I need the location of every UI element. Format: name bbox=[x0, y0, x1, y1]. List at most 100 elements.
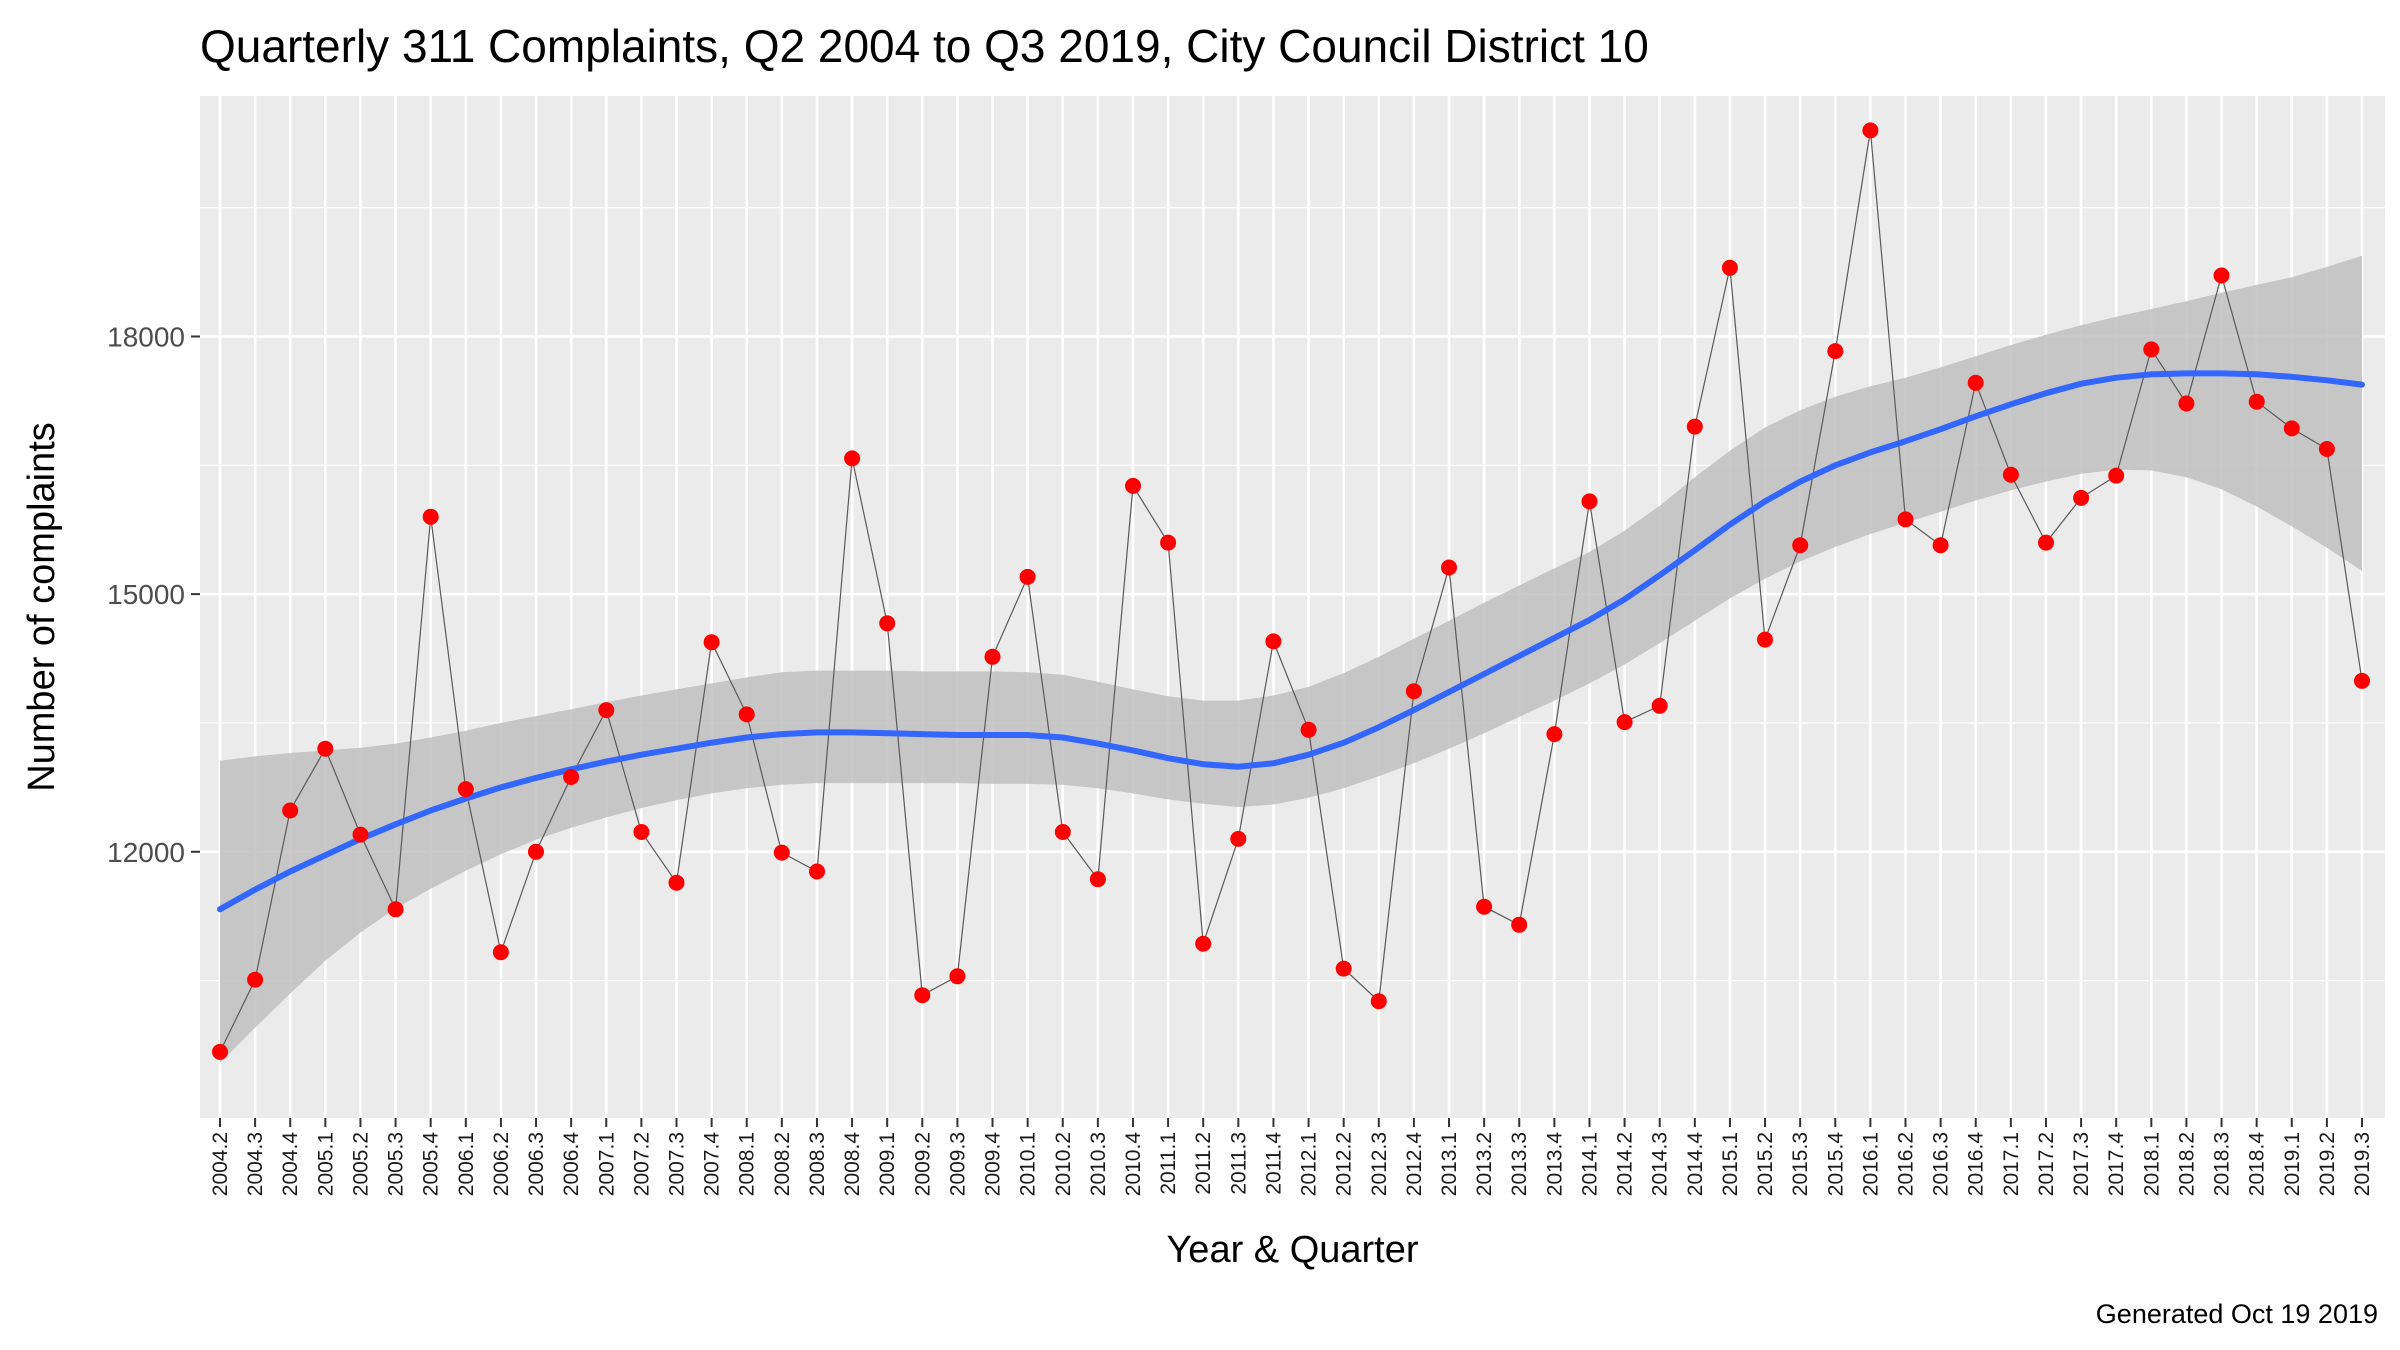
y-axis: 12000 15000 18000 bbox=[107, 321, 200, 868]
data-point bbox=[2143, 341, 2160, 358]
x-axis: 2004.2 2004.3 2004.4 2005.1 2005.2 2005.3 2005… bbox=[209, 1118, 2374, 1196]
data-point bbox=[1862, 122, 1879, 139]
data-point bbox=[1019, 568, 1036, 585]
data-point bbox=[1370, 993, 1387, 1010]
data-point bbox=[247, 971, 264, 988]
data-point bbox=[809, 863, 825, 880]
x-tick-label: 2010.1 bbox=[1017, 1132, 1040, 1196]
data-point bbox=[1511, 916, 1528, 933]
data-point bbox=[282, 802, 299, 819]
data-point bbox=[1581, 493, 1598, 510]
data-point bbox=[1195, 935, 1212, 952]
x-tick-label: 2007.4 bbox=[701, 1132, 724, 1197]
data-point bbox=[2318, 441, 2335, 457]
y-tick-label: 12000 bbox=[107, 837, 185, 868]
data-point bbox=[914, 987, 931, 1004]
data-point bbox=[598, 702, 615, 719]
plot-panel bbox=[200, 96, 2385, 1118]
x-axis-title: Year & Quarter bbox=[1166, 1229, 1418, 1271]
data-point bbox=[879, 615, 896, 632]
data-point bbox=[844, 450, 861, 467]
x-tick-label: 2009.4 bbox=[982, 1132, 1005, 1197]
data-point bbox=[1827, 343, 1844, 360]
data-point bbox=[1335, 960, 1352, 977]
data-points bbox=[212, 122, 2370, 1060]
x-tick-label: 2011.2 bbox=[1192, 1132, 1215, 1195]
x-tick-label: 2014.3 bbox=[1649, 1132, 1672, 1196]
data-point bbox=[1616, 714, 1633, 731]
x-tick-label: 2017.1 bbox=[2000, 1132, 2023, 1196]
x-tick-label: 2016.2 bbox=[1895, 1132, 1918, 1196]
x-tick-label: 2015.3 bbox=[1789, 1132, 1812, 1196]
x-tick-label: 2017.2 bbox=[2035, 1132, 2058, 1196]
x-tick-label: 2012.2 bbox=[1333, 1132, 1356, 1196]
x-tick-label: 2012.3 bbox=[1368, 1132, 1391, 1196]
x-tick-label: 2009.2 bbox=[911, 1132, 934, 1196]
data-point bbox=[1932, 537, 1949, 554]
data-point bbox=[703, 634, 720, 651]
x-tick-label: 2006.3 bbox=[525, 1132, 548, 1196]
x-tick-label: 2010.3 bbox=[1087, 1132, 1110, 1196]
x-tick-label: 2018.3 bbox=[2211, 1132, 2234, 1196]
x-tick-label: 2008.4 bbox=[841, 1132, 864, 1197]
data-point bbox=[2354, 672, 2370, 689]
x-tick-label: 2013.3 bbox=[1508, 1132, 1531, 1196]
data-point bbox=[1792, 537, 1809, 554]
confidence-ribbon bbox=[220, 255, 2362, 1063]
x-tick-label: 2008.3 bbox=[806, 1132, 829, 1196]
x-tick-label: 2014.4 bbox=[1684, 1132, 1707, 1197]
x-tick-label: 2007.3 bbox=[666, 1132, 689, 1196]
x-tick-label: 2015.1 bbox=[1719, 1132, 1742, 1196]
data-point bbox=[773, 844, 790, 861]
caption: Generated Oct 19 2019 bbox=[2096, 1299, 2378, 1329]
x-tick-label: 2005.2 bbox=[350, 1132, 373, 1196]
data-point bbox=[1441, 559, 1457, 576]
data-point bbox=[2213, 267, 2230, 284]
data-point bbox=[422, 508, 439, 525]
x-tick-label: 2008.2 bbox=[771, 1132, 794, 1196]
data-point bbox=[1160, 534, 1177, 551]
x-tick-label: 2016.1 bbox=[1859, 1132, 1882, 1196]
x-tick-label: 2018.4 bbox=[2246, 1132, 2269, 1197]
data-point bbox=[2248, 393, 2265, 410]
x-tick-label: 2004.2 bbox=[209, 1132, 232, 1196]
x-tick-label: 2010.2 bbox=[1052, 1132, 1075, 1196]
data-point bbox=[1721, 259, 1738, 276]
data-point bbox=[2283, 420, 2300, 437]
x-tick-label: 2015.2 bbox=[1754, 1132, 1777, 1196]
data-point bbox=[1967, 374, 1984, 391]
data-point bbox=[984, 648, 1001, 665]
data-point bbox=[212, 1043, 228, 1060]
x-tick-label: 2011.4 bbox=[1262, 1132, 1285, 1195]
data-point bbox=[2038, 534, 2054, 551]
x-tick-label: 2017.3 bbox=[2070, 1132, 2093, 1196]
data-point bbox=[387, 901, 404, 918]
major-gridlines bbox=[200, 96, 2385, 1118]
data-point bbox=[457, 781, 474, 798]
x-tick-label: 2006.1 bbox=[455, 1132, 478, 1196]
data-point bbox=[317, 740, 334, 757]
x-tick-label: 2005.3 bbox=[385, 1132, 408, 1196]
data-point bbox=[1125, 477, 1141, 494]
data-point bbox=[1686, 418, 1703, 435]
x-tick-label: 2006.4 bbox=[560, 1132, 583, 1197]
y-axis-title: Number of complaints bbox=[21, 422, 63, 792]
x-tick-label: 2012.1 bbox=[1298, 1132, 1321, 1196]
x-tick-label: 2011.1 bbox=[1157, 1132, 1180, 1195]
data-point bbox=[2178, 395, 2195, 412]
data-point bbox=[2073, 489, 2090, 506]
x-tick-label: 2019.1 bbox=[2281, 1132, 2304, 1196]
x-tick-label: 2004.3 bbox=[244, 1132, 267, 1196]
x-tick-label: 2013.2 bbox=[1473, 1132, 1496, 1196]
x-tick-label: 2005.1 bbox=[314, 1132, 337, 1196]
data-point bbox=[1651, 697, 1668, 714]
x-tick-label: 2015.4 bbox=[1824, 1132, 1847, 1197]
data-point bbox=[949, 968, 966, 985]
x-tick-label: 2019.3 bbox=[2351, 1132, 2374, 1196]
data-point bbox=[352, 826, 369, 843]
x-tick-label: 2011.3 bbox=[1227, 1132, 1250, 1195]
x-tick-label: 2004.4 bbox=[279, 1132, 302, 1197]
y-tick-label: 18000 bbox=[107, 321, 185, 352]
x-tick-label: 2008.1 bbox=[736, 1132, 759, 1196]
